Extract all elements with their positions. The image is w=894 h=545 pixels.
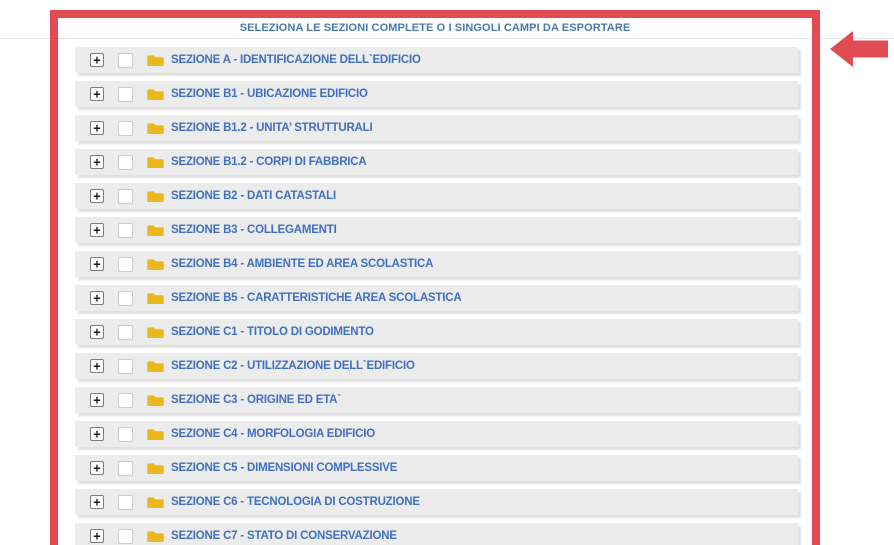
folder-icon [147,257,164,271]
section-checkbox[interactable] [118,120,133,136]
folder-icon [147,529,164,543]
expand-plus-icon[interactable]: + [90,53,104,67]
plus-glyph: + [93,223,101,237]
section-checkbox[interactable] [118,460,133,476]
section-checkbox[interactable] [118,188,133,204]
section-label[interactable]: SEZIONE C1 - TITOLO DI GODIMENTO [171,326,374,338]
section-label[interactable]: SEZIONE C3 - ORIGINE ED ETA` [171,394,341,406]
expand-plus-icon[interactable]: + [90,529,104,543]
expand-plus-icon[interactable]: + [90,427,104,441]
folder-icon [147,87,164,101]
section-row: + SEZIONE C7 - STATO DI CONSERVAZIONE [75,523,798,545]
expand-plus-icon[interactable]: + [90,461,104,475]
section-row: + SEZIONE B2 - DATI CATASTALI [75,183,798,209]
section-row: + SEZIONE C4 - MORFOLOGIA EDIFICIO [75,421,798,447]
panel-title: SELEZIONA LE SEZIONI COMPLETE O I SINGOL… [239,22,631,34]
section-label[interactable]: SEZIONE A - IDENTIFICAZIONE DELL`EDIFICI… [171,54,421,66]
plus-glyph: + [93,325,101,339]
section-label[interactable]: SEZIONE B1 - UBICAZIONE EDIFICIO [171,88,368,100]
section-label[interactable]: SEZIONE B5 - CARATTERISTICHE AREA SCOLAS… [171,292,462,304]
section-checkbox[interactable] [118,222,133,238]
section-checkbox[interactable] [118,154,133,170]
folder-icon [147,495,164,509]
section-row: + SEZIONE B1 - UBICAZIONE EDIFICIO [75,81,798,107]
section-checkbox[interactable] [118,324,133,340]
export-selection-panel: SELEZIONA LE SEZIONI COMPLETE O I SINGOL… [50,10,820,545]
section-checkbox[interactable] [118,52,133,68]
folder-icon [147,189,164,203]
folder-icon [147,359,164,373]
plus-glyph: + [93,529,101,543]
arrow-left-icon [830,31,888,67]
section-label[interactable]: SEZIONE B2 - DATI CATASTALI [171,190,336,202]
section-row: + SEZIONE B1.2 - CORPI DI FABBRICA [75,149,798,175]
plus-glyph: + [93,393,101,407]
plus-glyph: + [93,495,101,509]
section-row: + SEZIONE B4 - AMBIENTE ED AREA SCOLASTI… [75,251,798,277]
section-row: + SEZIONE C2 - UTILIZZAZIONE DELL`EDIFIC… [75,353,798,379]
section-row: + SEZIONE C5 - DIMENSIONI COMPLESSIVE [75,455,798,481]
plus-glyph: + [93,155,101,169]
section-checkbox[interactable] [118,494,133,510]
section-checkbox[interactable] [118,256,133,272]
section-checkbox[interactable] [118,426,133,442]
section-row: + SEZIONE C1 - TITOLO DI GODIMENTO [75,319,798,345]
folder-icon [147,291,164,305]
plus-glyph: + [93,53,101,67]
folder-icon [147,427,164,441]
section-label[interactable]: SEZIONE C2 - UTILIZZAZIONE DELL`EDIFICIO [171,360,415,372]
expand-plus-icon[interactable]: + [90,87,104,101]
expand-plus-icon[interactable]: + [90,291,104,305]
section-row: + SEZIONE A - IDENTIFICAZIONE DELL`EDIFI… [75,47,798,73]
expand-plus-icon[interactable]: + [90,495,104,509]
section-label[interactable]: SEZIONE C6 - TECNOLOGIA DI COSTRUZIONE [171,496,420,508]
plus-glyph: + [93,121,101,135]
section-label[interactable]: SEZIONE C7 - STATO DI CONSERVAZIONE [171,530,397,542]
plus-glyph: + [93,257,101,271]
expand-plus-icon[interactable]: + [90,155,104,169]
expand-plus-icon[interactable]: + [90,359,104,373]
section-label[interactable]: SEZIONE C4 - MORFOLOGIA EDIFICIO [171,428,376,440]
plus-glyph: + [93,189,101,203]
section-label[interactable]: SEZIONE C5 - DIMENSIONI COMPLESSIVE [171,462,398,474]
folder-icon [147,121,164,135]
section-checkbox[interactable] [118,290,133,306]
section-row: + SEZIONE B3 - COLLEGAMENTI [75,217,798,243]
section-label[interactable]: SEZIONE B1.2 - UNITA’ STRUTTURALI [171,122,373,134]
plus-glyph: + [93,359,101,373]
folder-icon [147,461,164,475]
section-row: + SEZIONE C3 - ORIGINE ED ETA` [75,387,798,413]
section-checkbox[interactable] [118,358,133,374]
folder-icon [147,325,164,339]
expand-plus-icon[interactable]: + [90,189,104,203]
section-checkbox[interactable] [118,392,133,408]
section-label[interactable]: SEZIONE B3 - COLLEGAMENTI [171,224,337,236]
folder-icon [147,155,164,169]
expand-plus-icon[interactable]: + [90,257,104,271]
plus-glyph: + [93,87,101,101]
plus-glyph: + [93,291,101,305]
expand-plus-icon[interactable]: + [90,393,104,407]
plus-glyph: + [93,461,101,475]
section-label[interactable]: SEZIONE B4 - AMBIENTE ED AREA SCOLASTICA [171,258,434,270]
section-checkbox[interactable] [118,528,133,544]
expand-plus-icon[interactable]: + [90,325,104,339]
expand-plus-icon[interactable]: + [90,223,104,237]
section-row: + SEZIONE B5 - CARATTERISTICHE AREA SCOL… [75,285,798,311]
section-row: + SEZIONE B1.2 - UNITA’ STRUTTURALI [75,115,798,141]
page-divider [0,38,894,39]
section-label[interactable]: SEZIONE B1.2 - CORPI DI FABBRICA [171,156,367,168]
plus-glyph: + [93,427,101,441]
section-row: + SEZIONE C6 - TECNOLOGIA DI COSTRUZIONE [75,489,798,515]
folder-icon [147,223,164,237]
folder-icon [147,393,164,407]
expand-plus-icon[interactable]: + [90,121,104,135]
folder-icon [147,53,164,67]
section-checkbox[interactable] [118,86,133,102]
sections-list: + SEZIONE A - IDENTIFICAZIONE DELL`EDIFI… [75,47,798,545]
